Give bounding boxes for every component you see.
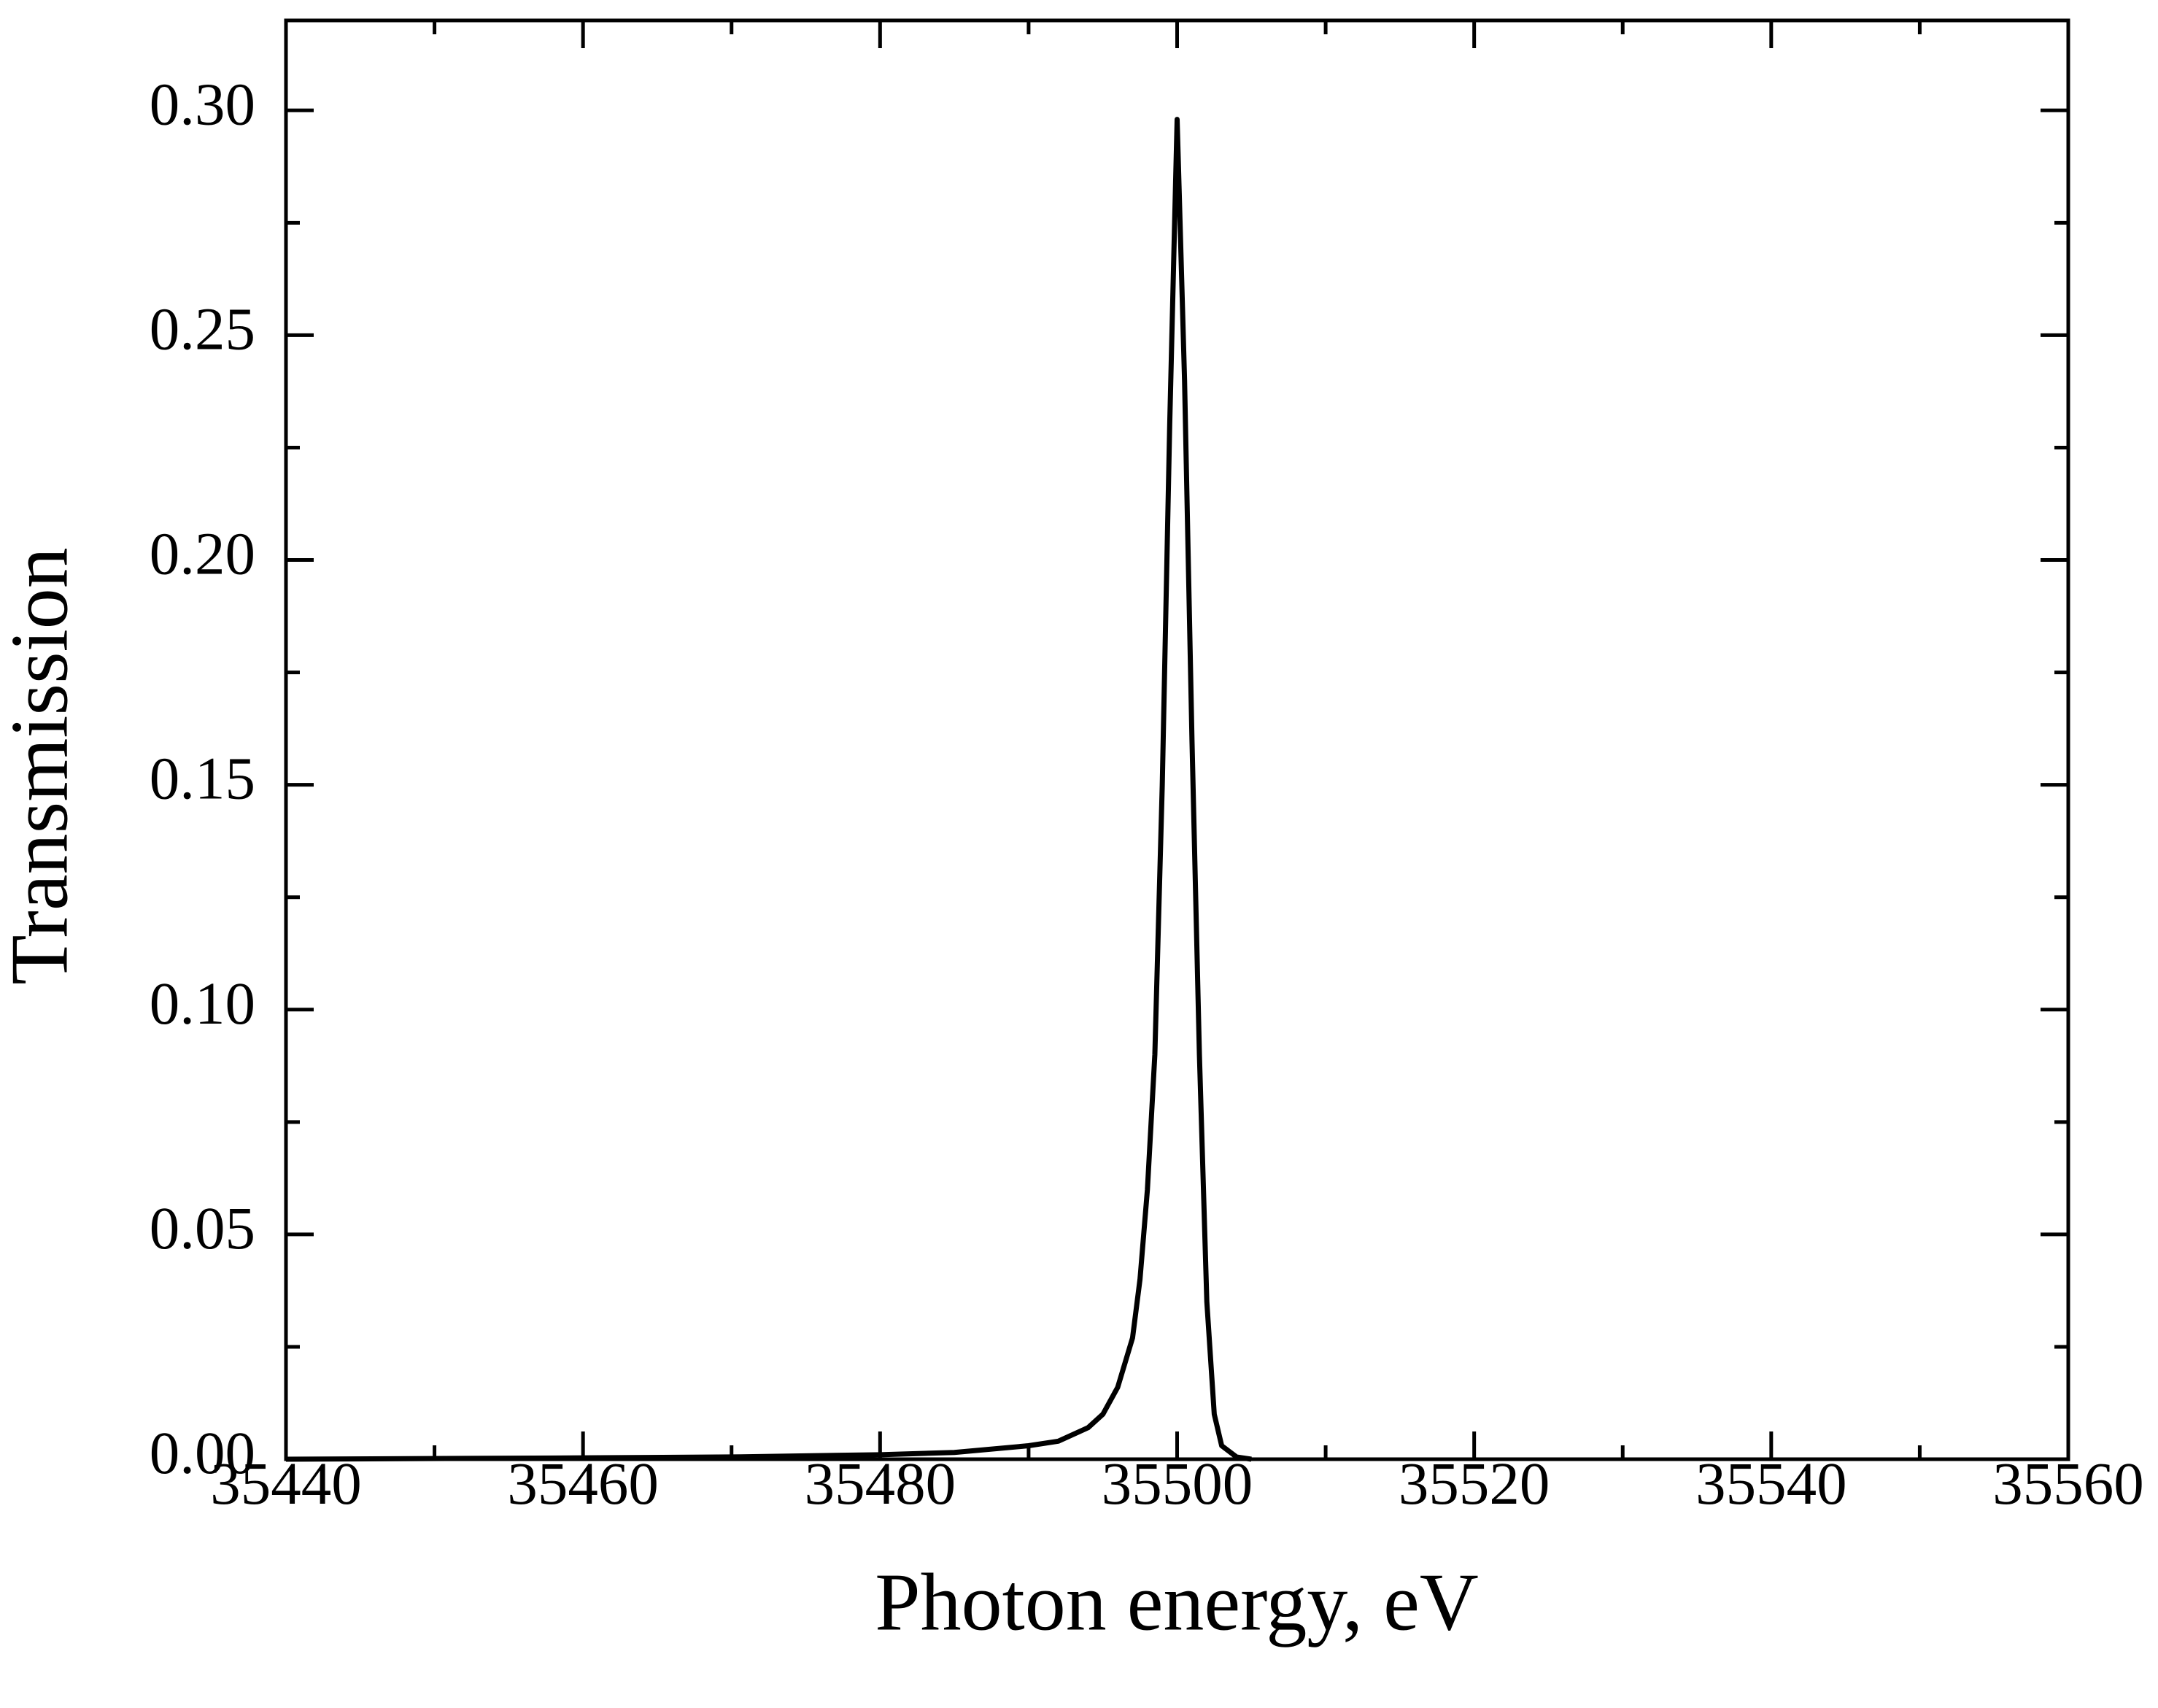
y-tick-label: 0.20 — [150, 520, 255, 587]
y-tick-label: 0.10 — [150, 970, 255, 1037]
y-tick-label: 0.15 — [150, 745, 255, 812]
y-tick-label: 0.25 — [150, 295, 255, 362]
y-tick-label: 0.05 — [150, 1194, 255, 1261]
y-axis-label: Transmission — [0, 547, 85, 985]
y-tick-label: 0.30 — [150, 70, 255, 137]
plot-frame — [284, 18, 2070, 1461]
data-line — [285, 117, 1252, 1462]
y-tick-label: 0.00 — [150, 1419, 255, 1486]
x-axis-label: Photon energy, eV — [875, 1558, 1478, 1648]
